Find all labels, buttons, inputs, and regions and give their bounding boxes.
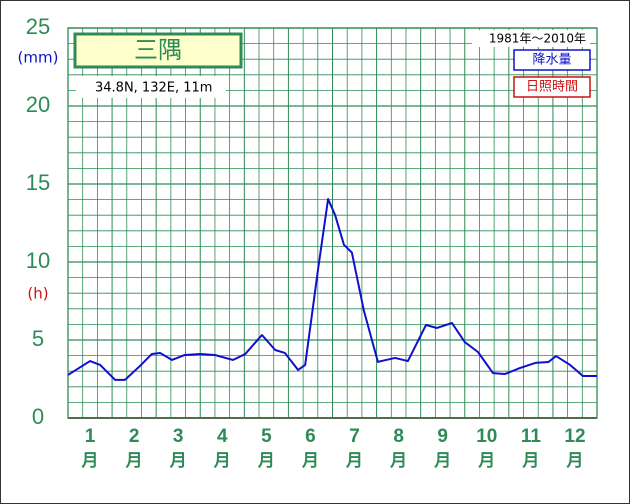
x-unit: 月 (433, 451, 451, 471)
x-unit: 月 (213, 451, 231, 471)
x-unit: 月 (389, 451, 407, 471)
x-tick-label: 1 (85, 426, 96, 447)
x-unit: 月 (81, 451, 99, 471)
x-unit: 月 (565, 451, 583, 471)
x-tick-label: 2 (129, 426, 140, 447)
x-tick-label: 3 (173, 426, 184, 447)
legend-label: 日照時間 (526, 80, 578, 95)
x-tick-label: 9 (437, 426, 448, 447)
x-unit: 月 (521, 451, 539, 471)
x-tick-label: 12 (564, 426, 585, 447)
y-tick-label: 20 (26, 92, 50, 117)
x-unit: 月 (477, 451, 495, 471)
legend-label: 降水量 (532, 53, 571, 68)
x-unit: 月 (125, 451, 143, 471)
x-tick-label: 4 (217, 426, 228, 447)
y-tick-label: 25 (26, 14, 50, 39)
legend-box (513, 76, 591, 98)
plot-border (67, 27, 598, 419)
y-tick-label: 15 (26, 170, 50, 195)
subtitle-bg (76, 76, 226, 98)
y-tick-label: 10 (26, 248, 50, 273)
x-unit: 月 (301, 451, 319, 471)
line (67, 197, 597, 381)
chart-title: 三隅 (134, 36, 182, 64)
y-label: (mm) (18, 49, 59, 67)
x-tick-label: 5 (261, 426, 272, 447)
x-tick-label: 7 (349, 426, 360, 447)
y2-label: (h) (27, 285, 48, 303)
title-box (73, 32, 243, 69)
x-unit: 月 (169, 451, 187, 471)
legend-box (513, 49, 591, 71)
x-tick-label: 11 (521, 426, 542, 447)
x-tick-label: 10 (476, 426, 497, 447)
x-tick-label: 6 (305, 426, 316, 447)
period-bg (472, 30, 590, 47)
x-unit: 月 (257, 451, 275, 471)
x-tick-label: 8 (393, 426, 404, 447)
y-tick-label: 5 (32, 326, 44, 351)
period: 1981年〜2010年 (489, 32, 586, 46)
y-tick-label: 0 (32, 404, 44, 429)
x-unit: 月 (345, 451, 363, 471)
subtitle: 34.8N, 132E, 11m (95, 81, 212, 96)
